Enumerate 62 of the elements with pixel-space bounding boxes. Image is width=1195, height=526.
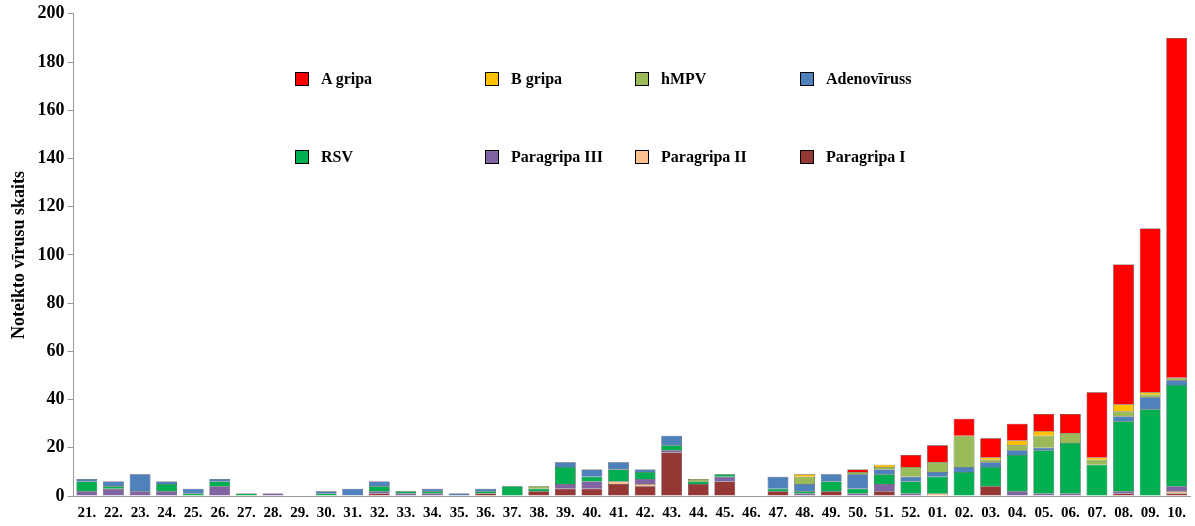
x-tick-label: 07. [1087,503,1107,520]
x-tick-label: 10. [1167,503,1187,520]
legend-label: Paragripa I [826,148,906,166]
y-tick-label: 200 [37,2,65,23]
x-tick-label: 41. [609,503,629,520]
x-tick-label: 50. [848,503,868,520]
x-tick-label: 45. [715,503,735,520]
legend-label: A gripa [321,70,373,88]
x-tick-label: 52. [901,503,921,520]
legend-label: hMPV [661,70,707,88]
x-tick-label: 08. [1114,503,1134,520]
x-tick-label: 44. [688,503,708,520]
y-tick-label: 20 [46,436,65,457]
x-tick-label: 26. [210,503,230,520]
x-tick-label: 51. [874,503,894,520]
x-tick-label: 22. [104,503,124,520]
y-tick-label: 180 [37,50,65,71]
y-tick-label: 100 [37,243,65,264]
x-tick-label: 40. [582,503,602,520]
y-tick-label: 60 [46,340,65,360]
x-tick-label: 32. [369,503,389,520]
x-tick-label: 03. [981,503,1001,520]
y-tick-label: 80 [46,291,65,312]
x-tick-label: 24. [157,503,177,520]
legend-label: Adenovīruss [826,70,912,88]
x-tick-label: 35. [449,503,469,520]
x-tick-label: 33. [396,503,416,520]
x-tick-label: 09. [1140,503,1160,520]
x-tick-label: 48. [795,503,815,520]
x-tick-label: 31. [343,503,363,520]
x-tick-label: 02. [954,503,974,520]
x-tick-label: 34. [423,503,443,520]
legend-label: Paragripa III [511,148,603,166]
x-tick-label: 04. [1007,503,1027,520]
x-tick-label: 21. [77,503,97,520]
x-tick-label: 36. [476,503,496,520]
x-tick-label: 37. [502,503,522,520]
x-tick-label: 30. [316,503,336,520]
x-tick-label: 49. [821,503,841,520]
x-tick-label: 43. [662,503,682,520]
x-tick-label: 42. [635,503,655,520]
x-tick-label: 28. [263,503,283,520]
x-tick-label: 39. [555,503,575,520]
x-tick-label: 46. [742,503,762,520]
legend-label: Paragripa II [661,148,747,166]
y-axis-title: Noteikto vīrusu skaits [8,170,29,339]
x-tick-label: 25. [183,503,203,520]
y-tick-label: 40 [46,388,65,409]
x-tick-label: 27. [237,503,256,520]
x-tick-label: 29. [290,503,310,520]
legend-label: RSV [321,148,354,166]
y-tick-label: 0 [55,484,65,505]
x-tick-label: 01. [928,503,948,520]
x-tick-label: 47. [768,503,788,520]
x-tick-label: 23. [130,503,150,520]
y-tick-label: 140 [37,147,65,168]
legend-label: B gripa [511,70,563,88]
x-tick-label: 38. [529,503,549,520]
y-tick-label: 160 [37,98,65,119]
x-tick-label: 06. [1061,503,1081,520]
y-tick-label: 120 [37,195,65,216]
x-tick-label: 05. [1034,503,1054,520]
